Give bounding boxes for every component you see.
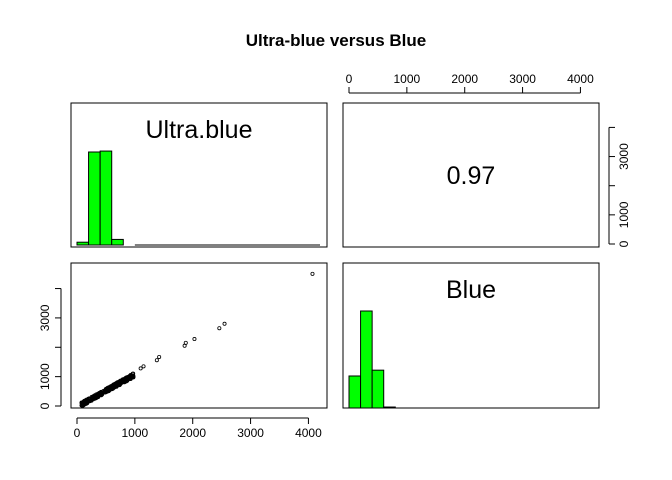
histogram-blue <box>348 310 592 409</box>
panel-scatter <box>70 262 328 409</box>
scatter-point <box>128 376 133 381</box>
scatter-point <box>97 391 102 396</box>
diagonal-label-blue: Blue <box>446 276 496 304</box>
scatter-point <box>130 373 135 378</box>
y-tick-label: 3000 <box>38 304 52 331</box>
hist-blue-bar <box>371 369 385 409</box>
scatter-point <box>79 400 84 405</box>
x-top-tick-label: 2000 <box>451 72 478 86</box>
y-right-tick-label: 3000 <box>617 143 631 170</box>
scatter-point <box>192 337 197 342</box>
scatter-point <box>103 390 108 395</box>
x-top-tick-label: 4000 <box>567 72 594 86</box>
x-top-tick-label: 1000 <box>394 72 421 86</box>
hist-blue-bar <box>348 375 362 409</box>
y-tick-label: 1000 <box>38 363 52 390</box>
scatter-point <box>109 386 114 391</box>
correlation-value: 0.97 <box>447 162 496 190</box>
x-tick-label: 1000 <box>122 426 149 440</box>
hist-ultra-blue-bar <box>76 241 90 246</box>
panel-ultra-blue-diagonal <box>70 102 328 248</box>
scatter-point <box>183 340 188 345</box>
scatter-point <box>157 354 162 359</box>
y-tick-label: 0 <box>38 402 52 409</box>
scatter-point <box>94 393 99 398</box>
hist-blue-bar <box>383 406 396 409</box>
hist-ultra-blue-bar <box>99 150 113 246</box>
scatter-point <box>121 378 126 383</box>
scatter-point <box>222 321 227 326</box>
panel-correlation <box>342 102 600 248</box>
scatter-point <box>138 366 143 371</box>
scatter-point <box>99 390 104 395</box>
scatter-point <box>106 386 111 391</box>
x-top-tick-label: 0 <box>346 72 353 86</box>
scatter-point <box>114 381 119 386</box>
hist-ultra-blue-bar <box>111 238 124 246</box>
scatter-points <box>79 271 315 408</box>
axes: 0 1000 2000 3000 4000 0 1000 2000 3000 4000 0 1000 3… <box>38 72 631 440</box>
x-tick-label: 3000 <box>237 426 264 440</box>
scatter-point <box>88 399 93 404</box>
scatter-point <box>141 364 146 369</box>
x-tick-label: 0 <box>74 426 81 440</box>
hist-blue-bar <box>360 310 373 409</box>
scatter-point <box>115 383 120 388</box>
scatter-point <box>217 326 222 331</box>
y-right-tick-label: 0 <box>617 240 631 247</box>
x-top-tick-label: 3000 <box>509 72 536 86</box>
chart-title: Ultra-blue versus Blue <box>246 31 426 50</box>
x-tick-label: 4000 <box>295 426 322 440</box>
y-right-tick-label: 1000 <box>617 201 631 228</box>
x-tick-label: 2000 <box>179 426 206 440</box>
scatter-point <box>84 401 89 406</box>
histogram-ultra-blue <box>76 150 320 246</box>
diagonal-label-ultra-blue: Ultra.blue <box>146 116 253 144</box>
hist-ultra-blue-bar <box>88 151 101 246</box>
scatter-point <box>310 271 315 276</box>
scatter-point <box>154 358 159 363</box>
scatter-point <box>103 388 108 393</box>
